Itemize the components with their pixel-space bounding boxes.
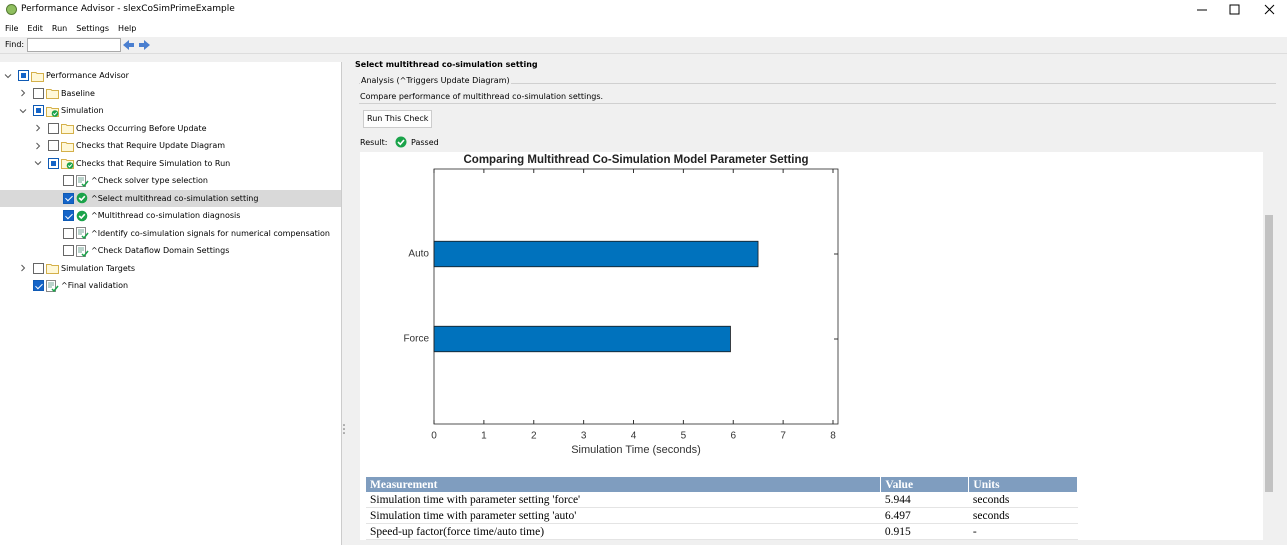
y-tick-label: Force [403,334,429,345]
x-tick-label: 5 [681,431,687,442]
table-row: Simulation time with parameter setting '… [366,508,1078,524]
table-cell: seconds [969,508,1078,524]
table-cell: 0.915 [881,524,969,540]
chart-title: Comparing Multithread Co-Simulation Mode… [463,154,808,166]
x-tick-label: 2 [531,431,537,442]
table-cell: Simulation time with parameter setting '… [366,508,881,524]
plot-frame [434,169,838,424]
table-row: Simulation time with parameter setting '… [366,492,1078,508]
x-tick-label: 4 [631,431,637,442]
bar [434,326,730,352]
x-tick-label: 0 [431,431,437,442]
table-row: Speed-up factor(force time/auto time)0.9… [366,524,1078,540]
bar [434,241,758,267]
table-cell: Simulation time with parameter setting '… [366,492,881,508]
table-header: Units [969,477,1078,492]
table-cell: - [969,524,1078,540]
table-cell: seconds [969,492,1078,508]
table-cell: Speed-up factor(force time/auto time) [366,524,881,540]
x-tick-label: 6 [730,431,736,442]
x-tick-label: 8 [830,431,836,442]
results-table: MeasurementValueUnits Simulation time wit… [366,477,1078,540]
x-tick-label: 1 [481,431,487,442]
x-axis-label: Simulation Time (seconds) [571,444,701,456]
table-header: Value [881,477,969,492]
x-tick-label: 7 [780,431,786,442]
table-cell: 5.944 [881,492,969,508]
y-tick-label: Auto [408,249,429,260]
table-cell: 6.497 [881,508,969,524]
x-tick-label: 3 [581,431,587,442]
table-header: Measurement [366,477,881,492]
